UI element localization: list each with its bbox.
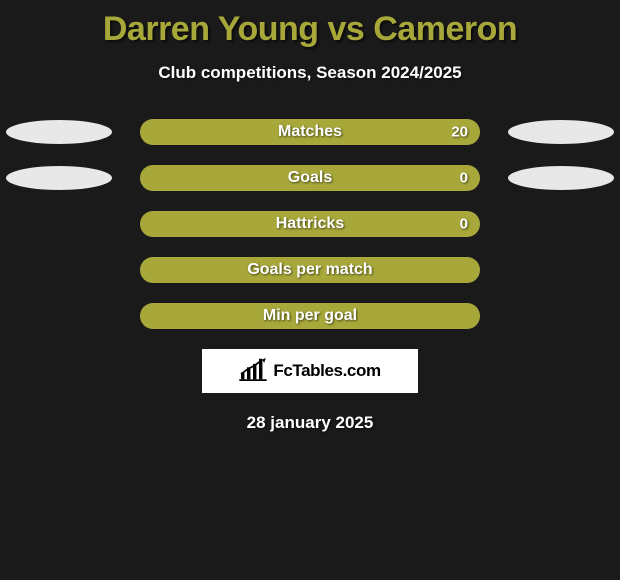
stat-row: Goals0: [0, 165, 620, 191]
bar-fill-right: [140, 303, 480, 329]
comparison-chart: Matches20 Goals0 Hattricks0 Goals per match…: [0, 119, 620, 329]
side-ellipse-right: [508, 120, 614, 144]
bar-track: Goals per match: [140, 257, 480, 283]
side-ellipse-left: [6, 166, 112, 190]
date-label: 28 january 2025: [0, 413, 620, 433]
stat-row: Hattricks0: [0, 211, 620, 237]
bar-track: Hattricks0: [140, 211, 480, 237]
stat-row: Min per goal: [0, 303, 620, 329]
page-title: Darren Young vs Cameron: [0, 0, 620, 49]
bar-fill-right: [140, 165, 480, 191]
bar-track: Matches20: [140, 119, 480, 145]
stat-row: Goals per match: [0, 257, 620, 283]
bar-track: Goals0: [140, 165, 480, 191]
brand-box: FcTables.com: [202, 349, 418, 393]
bar-fill-right: [140, 211, 480, 237]
bar-fill-right: [140, 119, 480, 145]
stat-row: Matches20: [0, 119, 620, 145]
bar-track: Min per goal: [140, 303, 480, 329]
bar-fill-right: [140, 257, 480, 283]
subtitle: Club competitions, Season 2024/2025: [0, 63, 620, 83]
side-ellipse-left: [6, 120, 112, 144]
brand-text: FcTables.com: [273, 361, 380, 381]
brand-chart-icon: [239, 357, 267, 386]
side-ellipse-right: [508, 166, 614, 190]
